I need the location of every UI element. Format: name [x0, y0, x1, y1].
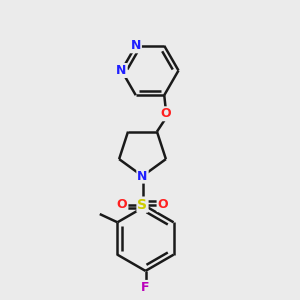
Text: S: S — [137, 198, 148, 212]
Text: O: O — [158, 198, 168, 211]
Text: O: O — [117, 198, 128, 211]
Text: N: N — [116, 64, 127, 77]
Text: F: F — [141, 281, 150, 294]
Text: N: N — [130, 39, 141, 52]
Text: N: N — [137, 169, 148, 183]
Text: O: O — [160, 107, 171, 120]
